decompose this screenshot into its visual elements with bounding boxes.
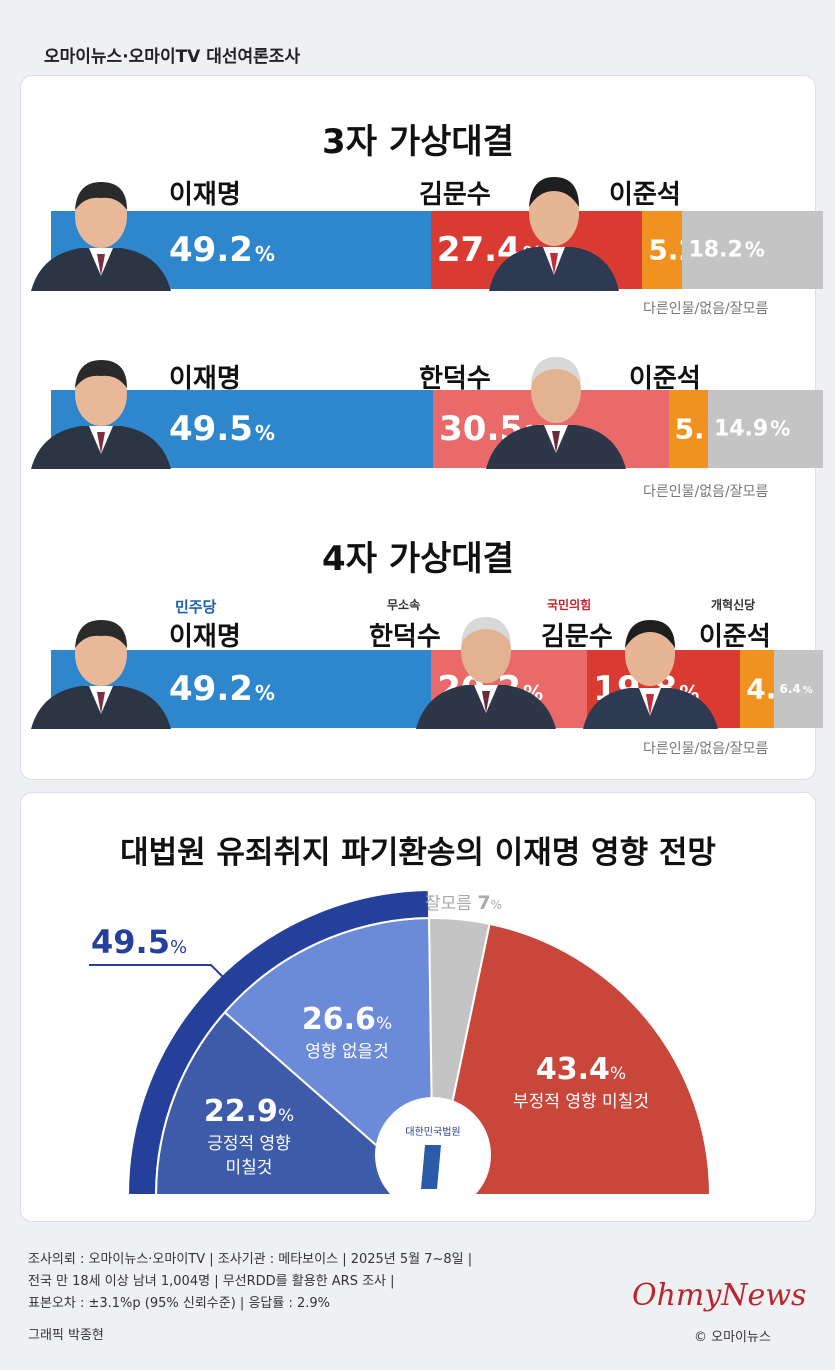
pie-value-label: 49.5% xyxy=(91,923,187,961)
pie-slice xyxy=(431,922,712,1196)
pie-value-label: 26.6% xyxy=(302,1002,392,1037)
candidate-name: 한덕수 xyxy=(419,364,491,394)
justice-figure-icon xyxy=(421,1145,441,1189)
bar-value-label: 49.2% xyxy=(169,669,275,709)
bar-value-label: 6.4% xyxy=(779,682,813,696)
bar-segment: 18.2% xyxy=(682,211,823,289)
candidate-name: 이재명 xyxy=(169,622,241,652)
pie-title: 대법원 유죄취지 파기환송의 이재명 영향 전망 xyxy=(120,835,716,871)
footer-line: 전국 만 18세 이상 남녀 1,004명 | 무선RDD를 활용한 ARS 조… xyxy=(28,1274,395,1289)
footer-line: 표본오차 : ±3.1%p (95% 신뢰수준) | 응답률 : 2.9% xyxy=(28,1296,330,1311)
candidate-portrait-icon xyxy=(583,620,718,729)
pie-slice-label: 긍정적 영향 xyxy=(207,1134,291,1154)
candidate-name: 이재명 xyxy=(169,180,241,210)
candidate-portrait-icon xyxy=(31,182,171,291)
bar-value-label: 18.2% xyxy=(688,237,765,263)
candidate-name: 이준석 xyxy=(629,364,701,394)
party-label: 민주당 xyxy=(175,598,217,616)
pie-group-ring xyxy=(126,889,431,1196)
candidate-portrait-icon xyxy=(31,360,171,469)
bar-segment: 6.4% xyxy=(773,650,823,728)
leader-line xyxy=(89,964,232,986)
bar-value-label: 49.2% xyxy=(169,230,275,270)
ohmynews-logo: OhmyNews xyxy=(632,1278,807,1313)
candidate-portrait-icon xyxy=(489,177,619,291)
party-label: 국민의힘 xyxy=(547,598,592,612)
survey-header: 오마이뉴스·오마이TV 대선여론조사 xyxy=(44,47,301,67)
pie-slice-label: 미칠것 xyxy=(226,1158,273,1178)
pie-value-label: 22.9% xyxy=(204,1094,294,1129)
pie-value-label: 43.4% xyxy=(536,1052,626,1087)
bar-segment: 14.9% xyxy=(707,390,823,468)
pie-slice-label: 부정적 영향 미칠것 xyxy=(513,1092,649,1112)
section-title-4way: 4자 가상대결 xyxy=(322,539,514,579)
pie-slice-label: 영향 없을것 xyxy=(305,1042,389,1062)
other-label: 다른인물/없음/잘모름 xyxy=(643,741,769,757)
candidate-name: 이재명 xyxy=(169,364,241,394)
bar-segment: 5.1% xyxy=(668,390,746,468)
candidate-portrait-icon xyxy=(416,617,556,729)
section-title-3way: 3자 가상대결 xyxy=(322,122,514,162)
other-label: 다른인물/없음/잘모름 xyxy=(643,484,769,500)
party-label: 개혁신당 xyxy=(711,598,756,612)
court-seal-text: 대한민국법원 xyxy=(405,1126,460,1138)
copyright: © 오마이뉴스 xyxy=(694,1330,771,1345)
candidate-name: 김문수 xyxy=(541,622,613,652)
other-label: 다른인물/없음/잘모름 xyxy=(643,301,769,317)
party-label: 무소속 xyxy=(387,598,421,612)
candidate-name: 이준석 xyxy=(609,180,681,210)
candidate-name: 김문수 xyxy=(419,180,491,210)
pie-card: 대법원 유죄취지 파기환송의 이재명 영향 전망 대한민국법원 22.9% 긍정적 … xyxy=(20,792,816,1222)
footer-line: 조사의뢰 : 오마이뉴스·오마이TV | 조사기관 : 메타보이스 | 2025… xyxy=(28,1252,473,1267)
candidate-portrait-icon xyxy=(486,357,626,469)
bar-segment: 5.2% xyxy=(642,211,720,289)
poll-card: 3자 가상대결 이재명 김문수 이준석 49.2%27.4%5.2%18.2% … xyxy=(20,75,823,780)
bar-value-label: 49.5% xyxy=(169,409,275,449)
footer-credit: 그래픽 박종현 xyxy=(28,1328,104,1343)
bar-value-label: 14.9% xyxy=(713,416,791,442)
pie-value-label: 잘모름 7% xyxy=(425,892,502,914)
candidate-name: 한덕수 xyxy=(369,622,441,652)
bar-segment: 4.3% xyxy=(740,650,818,728)
candidate-name: 이준석 xyxy=(699,622,771,652)
candidate-portrait-icon xyxy=(31,620,171,729)
